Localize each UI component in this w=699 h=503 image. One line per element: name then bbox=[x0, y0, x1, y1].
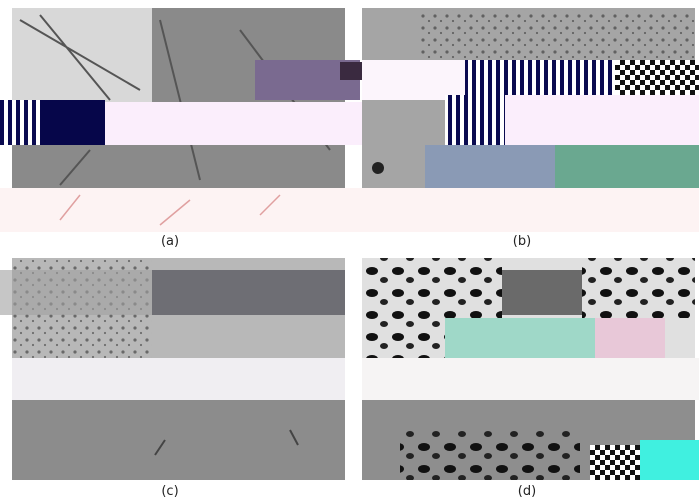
figure: (a) (b) (c) (d) bbox=[0, 0, 699, 503]
panel-d-image bbox=[362, 258, 699, 480]
figure-images bbox=[0, 0, 699, 503]
panel-label: (c) bbox=[140, 484, 200, 499]
panel-c-image bbox=[0, 258, 345, 480]
panel-label: (a) bbox=[140, 234, 200, 249]
panel-b-image bbox=[362, 8, 699, 188]
panel-label: (b) bbox=[492, 234, 552, 249]
panel-label: (d) bbox=[497, 484, 557, 499]
